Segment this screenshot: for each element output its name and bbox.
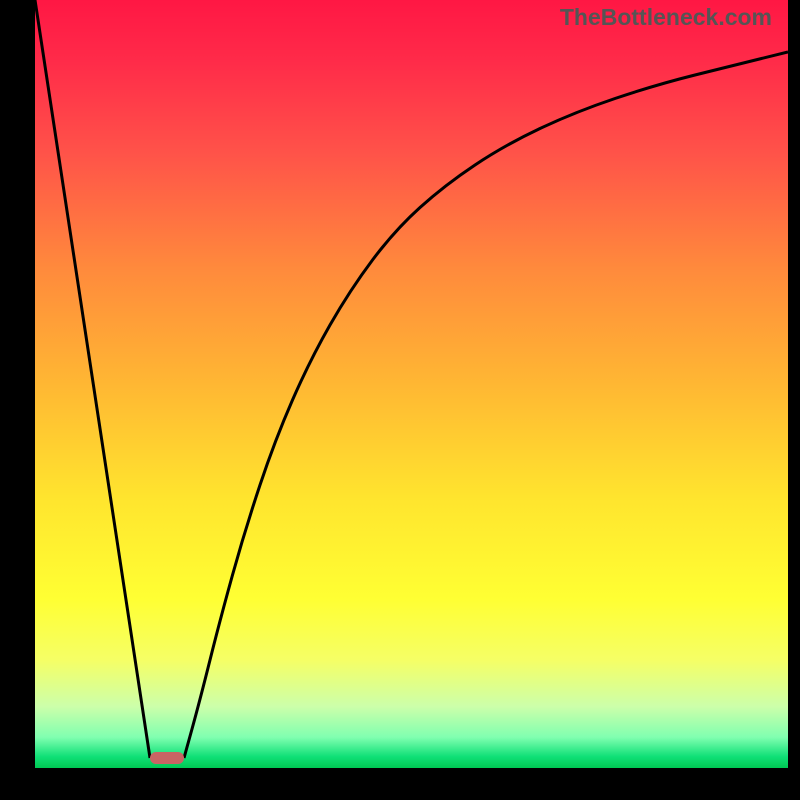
plot-area: TheBottleneck.com xyxy=(35,0,788,768)
dip-marker xyxy=(150,752,184,764)
watermark-text: TheBottleneck.com xyxy=(560,4,772,31)
right-curve-path xyxy=(184,52,788,758)
left-line-path xyxy=(35,0,150,758)
frame-bottom-bar xyxy=(0,768,800,800)
chart-container: TheBottleneck.com xyxy=(0,0,800,800)
frame-left-bar xyxy=(0,0,35,768)
frame-right-bar xyxy=(788,0,800,768)
curve-layer xyxy=(35,0,788,768)
